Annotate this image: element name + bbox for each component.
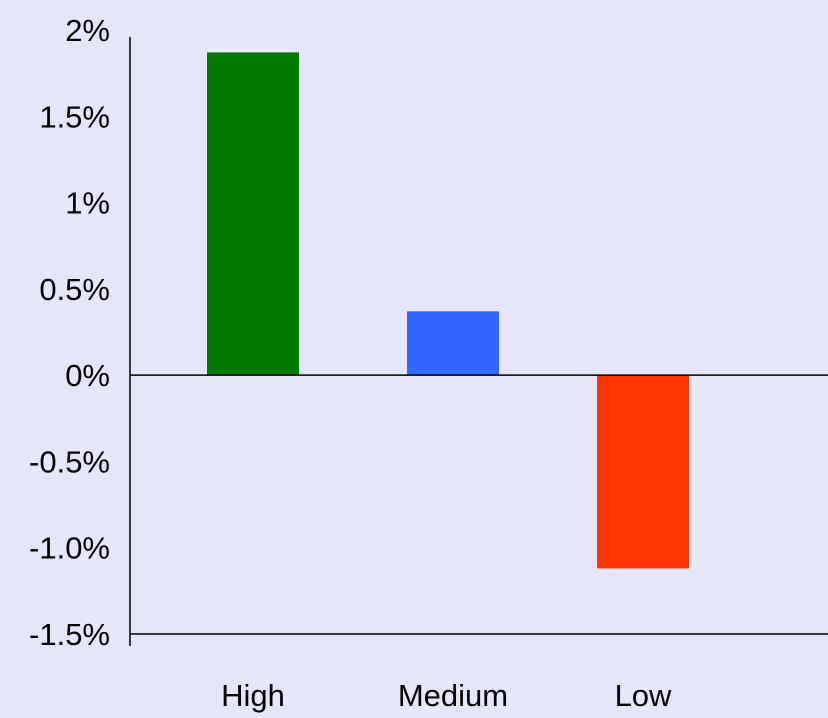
bars [207,52,689,569]
bar-medium [407,311,499,376]
y-axis-tick-labels: 2% 1.5% 1% 0.5% 0% -0.5% -1.0% -1.5% [29,13,110,652]
x-tick-label-high: High [221,678,285,713]
y-tick-label: 0% [65,358,110,393]
y-tick-label: 1.5% [39,99,110,134]
x-tick-label-low: Low [615,678,672,713]
x-tick-label-medium: Medium [398,678,508,713]
y-tick-label: 2% [65,13,110,48]
bar-low [597,375,689,569]
y-tick-label: -0.5% [29,444,110,479]
x-axis-tick-labels: High Medium Low [221,678,672,713]
bar-high [207,52,299,376]
axes [129,37,828,646]
y-tick-label: 1% [65,186,110,221]
y-tick-label: -1.0% [29,531,110,566]
y-tick-label: 0.5% [39,272,110,307]
y-tick-label: -1.5% [29,617,110,652]
